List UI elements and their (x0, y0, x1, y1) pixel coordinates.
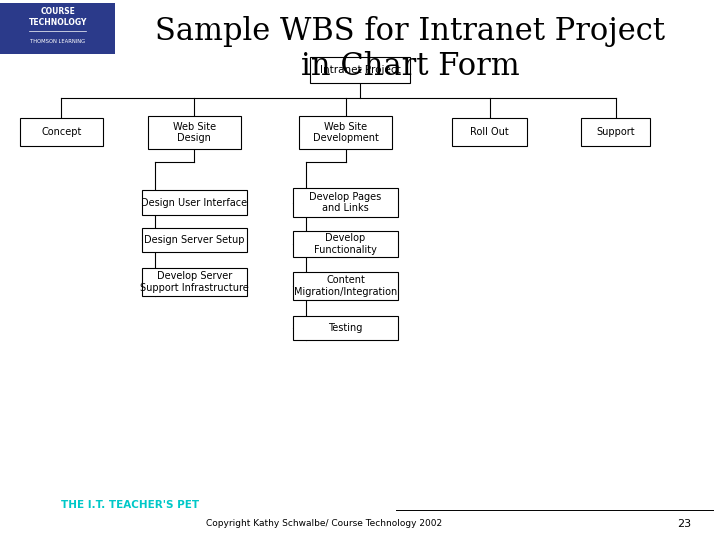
FancyBboxPatch shape (143, 228, 246, 252)
FancyBboxPatch shape (582, 118, 649, 146)
Text: 23: 23 (677, 519, 691, 529)
Text: Support: Support (596, 127, 635, 137)
FancyBboxPatch shape (143, 268, 246, 296)
Text: Testing: Testing (328, 323, 363, 333)
FancyBboxPatch shape (20, 118, 103, 146)
Text: Roll Out: Roll Out (470, 127, 509, 137)
Text: Develop
Functionality: Develop Functionality (314, 233, 377, 255)
Text: COURSE
TECHNOLOGY: COURSE TECHNOLOGY (28, 8, 87, 27)
Text: THE I.T. TEACHER'S PET: THE I.T. TEACHER'S PET (60, 500, 199, 510)
Text: Web Site
Design: Web Site Design (173, 122, 216, 143)
Text: Design Server Setup: Design Server Setup (144, 235, 245, 245)
Text: Develop Server
Support Infrastructure: Develop Server Support Infrastructure (140, 271, 249, 293)
FancyBboxPatch shape (294, 188, 397, 217)
Text: Design User Interface: Design User Interface (141, 198, 248, 207)
FancyBboxPatch shape (299, 116, 392, 148)
Text: Web Site
Development: Web Site Development (312, 122, 379, 143)
Text: Concept: Concept (41, 127, 81, 137)
Text: Intranet Project: Intranet Project (320, 65, 400, 75)
FancyBboxPatch shape (294, 231, 397, 257)
FancyBboxPatch shape (143, 190, 246, 214)
Text: THOMSON LEARNING: THOMSON LEARNING (30, 39, 85, 44)
Text: Sample WBS for Intranet Project
in Chart Form: Sample WBS for Intranet Project in Chart… (156, 16, 665, 82)
Text: Content
Migration/Integration: Content Migration/Integration (294, 275, 397, 297)
FancyBboxPatch shape (310, 57, 410, 83)
Text: Copyright Kathy Schwalbe/ Course Technology 2002: Copyright Kathy Schwalbe/ Course Technol… (206, 519, 442, 528)
FancyBboxPatch shape (294, 316, 397, 341)
FancyBboxPatch shape (452, 118, 527, 146)
FancyBboxPatch shape (0, 3, 115, 54)
FancyBboxPatch shape (294, 272, 397, 300)
Text: Develop Pages
and Links: Develop Pages and Links (310, 192, 382, 213)
FancyBboxPatch shape (148, 116, 241, 148)
